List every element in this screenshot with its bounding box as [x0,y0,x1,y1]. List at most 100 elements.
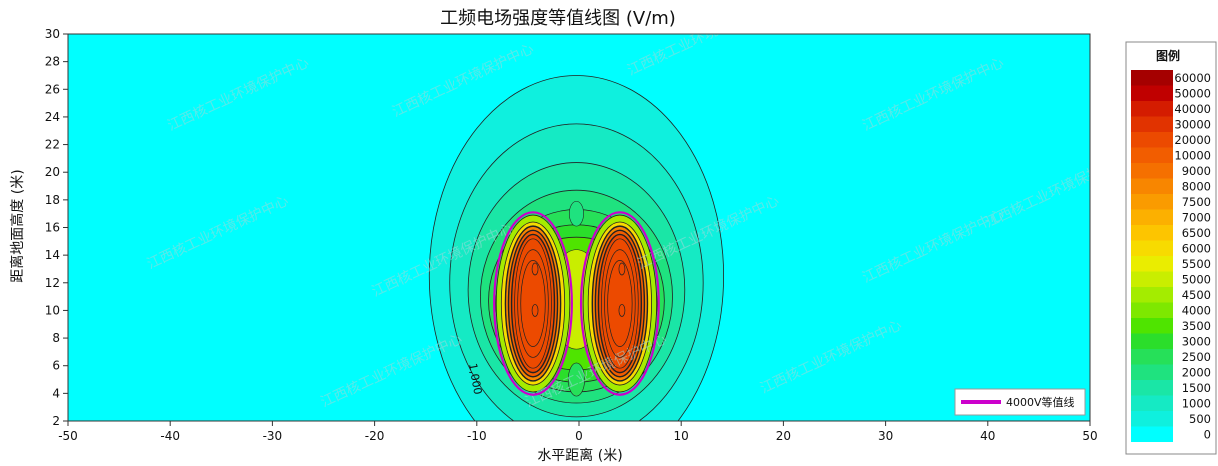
legend-swatch [1131,70,1173,86]
legend-swatch [1131,271,1173,287]
legend-label: 4500 [1182,288,1211,302]
legend-label: 9000 [1182,164,1211,178]
legend-swatch [1131,116,1173,132]
legend-swatch [1131,318,1173,334]
legend-swatch [1131,194,1173,210]
highlight-contour [493,211,660,396]
highlight-legend-label: 4000V等值线 [1006,395,1075,409]
x-tick-label: -30 [263,429,283,443]
y-tick-label: 18 [45,193,60,207]
x-tick-label: 0 [575,429,583,443]
legend-swatch [1131,225,1173,241]
legend-label: 6500 [1182,226,1211,240]
y-tick-label: 2 [52,414,60,428]
y-tick-label: 12 [45,276,60,290]
y-tick-label: 6 [52,359,60,373]
y-tick-label: 22 [45,138,60,152]
source-peak-0-0 [531,262,539,276]
source-core-line-0-1 [517,249,549,358]
x-axis: -50 -40 -30 -20 -10 0 10 20 30 40 50 [58,421,1098,443]
legend-label: 0 [1204,428,1211,442]
legend-label: 4000 [1182,304,1211,318]
x-tick-label: 10 [674,429,689,443]
source-core-line-1-1 [604,249,636,358]
legend-label: 20000 [1174,133,1211,147]
legend-label: 8000 [1182,180,1211,194]
legend-label: 3500 [1182,319,1211,333]
contour-fills [428,75,724,421]
color-legend-title: 图例 [1156,48,1180,63]
legend-swatch [1131,163,1173,179]
source-peak-0-1 [531,304,539,317]
legend-label: 10000 [1174,149,1211,163]
legend-swatch [1131,147,1173,163]
y-tick-label: 16 [45,221,60,235]
y-tick-label: 8 [52,331,60,345]
source-peak-1-0 [618,262,626,276]
contour-annotation: 1,000 [466,362,484,395]
x-tick-label: -40 [160,429,180,443]
legend-swatch [1131,178,1173,194]
legend-swatch [1131,240,1173,256]
legend-label: 7000 [1182,211,1211,225]
source-lobe-1-4 [597,233,643,374]
x-tick-label: 20 [776,429,791,443]
legend-label: 6000 [1182,242,1211,256]
source-core-line-0-0 [514,238,552,369]
x-tick-label: 40 [980,429,995,443]
source-core-line-0-2 [520,260,546,347]
contour-lower-pocket [567,362,585,397]
legend-swatch [1131,395,1173,411]
legend-swatch [1131,333,1173,349]
legend-swatch [1131,364,1173,380]
legend-swatch [1131,426,1173,442]
legend-swatch [1131,85,1173,101]
legend-label: 3000 [1182,335,1211,349]
color-legend: 图例 6000050000400003000020000100009000800… [1125,41,1217,455]
y-tick-label: 4 [52,386,60,400]
legend-swatch [1131,101,1173,117]
legend-label: 7500 [1182,195,1211,209]
y-tick-label: 10 [45,303,60,317]
legend-label: 60000 [1174,71,1211,85]
y-tick-label: 30 [45,27,60,41]
x-tick-label: -20 [365,429,385,443]
color-legend-items: 6000050000400003000020000100009000800075… [1131,70,1211,442]
legend-label: 2500 [1182,350,1211,364]
y-tick-label: 24 [45,110,60,124]
x-tick-label: -50 [58,429,78,443]
source-core-line-1-2 [607,260,633,347]
legend-swatch [1131,132,1173,148]
y-tick-label: 14 [45,248,60,262]
legend-label: 30000 [1174,118,1211,132]
legend-swatch [1131,380,1173,396]
legend-label: 5000 [1182,273,1211,287]
y-axis-title: 距离地面高度 (米) [9,169,26,282]
legend-label: 500 [1189,412,1211,426]
legend-label: 50000 [1174,87,1211,101]
y-tick-label: 26 [45,82,60,96]
legend-label: 5500 [1182,257,1211,271]
legend-swatch [1131,349,1173,365]
x-tick-label: 50 [1082,429,1097,443]
source-peak-1-1 [618,304,626,317]
x-axis-title: 水平距离 (米) [537,447,622,464]
legend-label: 1500 [1182,381,1211,395]
legend-swatch [1131,209,1173,225]
y-tick-label: 28 [45,55,60,69]
highlight-contour-0 [493,211,573,396]
plot-area: 江西核工业环境保护中心 江西核工业环境保护中心江西核工业环境保护中心江西核工业环境… [68,34,1090,421]
legend-swatch [1131,287,1173,303]
legend-label: 2000 [1182,366,1211,380]
legend-label: 1000 [1182,397,1211,411]
legend-label: 40000 [1174,102,1211,116]
chart-title: 工频电场强度等值线图 (V/m) [440,8,676,29]
highlight-legend: 4000V等值线 [954,388,1086,416]
x-tick-label: -10 [467,429,487,443]
legend-swatch [1131,256,1173,272]
legend-swatch [1131,302,1173,318]
legend-swatch [1131,411,1173,427]
source-lobe-0-4 [510,233,556,374]
